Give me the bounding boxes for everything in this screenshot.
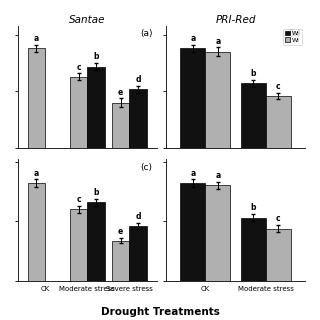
- Bar: [205, 52, 230, 148]
- Bar: [87, 202, 105, 281]
- Text: (b): (b): [288, 29, 301, 38]
- Text: b: b: [93, 188, 99, 197]
- Bar: [70, 210, 87, 281]
- Bar: [241, 218, 266, 281]
- Bar: [241, 84, 266, 148]
- Text: b: b: [251, 69, 256, 78]
- Text: b: b: [251, 204, 256, 212]
- Text: a: a: [34, 34, 39, 43]
- Text: e: e: [118, 228, 123, 236]
- Bar: [266, 96, 291, 148]
- Text: c: c: [76, 195, 81, 204]
- Text: c: c: [76, 63, 81, 72]
- Title: PRI-Red: PRI-Red: [215, 15, 256, 25]
- Text: d: d: [135, 212, 141, 221]
- Bar: [205, 186, 230, 281]
- Bar: [129, 89, 147, 148]
- Text: a: a: [190, 169, 196, 178]
- Text: e: e: [118, 87, 123, 97]
- Bar: [112, 103, 129, 148]
- Bar: [70, 77, 87, 148]
- Bar: [129, 226, 147, 281]
- Text: a: a: [215, 171, 220, 180]
- Text: c: c: [276, 82, 281, 91]
- Text: b: b: [93, 52, 99, 61]
- Text: (c): (c): [140, 163, 152, 172]
- Bar: [87, 67, 105, 148]
- Text: a: a: [215, 36, 220, 45]
- Text: d: d: [135, 75, 141, 84]
- Bar: [266, 228, 291, 281]
- Bar: [180, 48, 205, 148]
- Text: c: c: [276, 214, 281, 223]
- Bar: [180, 183, 205, 281]
- Bar: [28, 48, 45, 148]
- Text: (a): (a): [140, 29, 152, 38]
- Text: a: a: [34, 169, 39, 178]
- Bar: [112, 241, 129, 281]
- Text: a: a: [190, 34, 196, 43]
- Title: Santae: Santae: [69, 15, 105, 25]
- Text: Drought Treatments: Drought Treatments: [100, 307, 220, 317]
- Bar: [28, 183, 45, 281]
- Legend: Wi, Wi: Wi, Wi: [283, 29, 302, 45]
